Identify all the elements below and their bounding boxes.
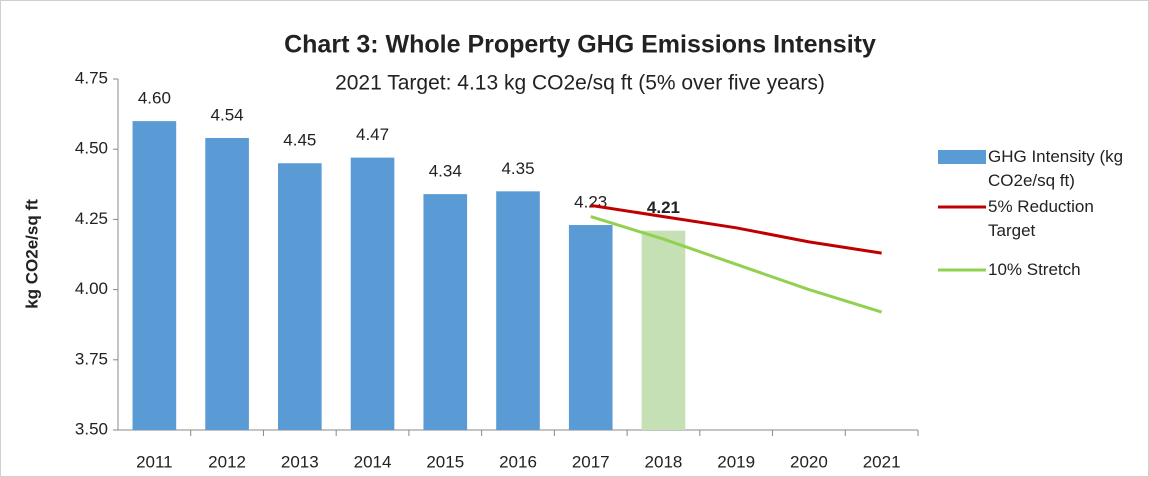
x-tick-label: 2015 xyxy=(426,452,464,471)
x-tick-label: 2019 xyxy=(717,452,755,471)
data-label: 4.34 xyxy=(429,162,462,181)
legend-swatch xyxy=(938,150,986,164)
data-label: 4.54 xyxy=(211,105,244,124)
bar xyxy=(423,194,468,430)
y-tick-label: 3.50 xyxy=(75,419,108,438)
x-tick-label: 2020 xyxy=(790,452,828,471)
bar xyxy=(350,157,395,430)
y-tick-label: 4.00 xyxy=(75,279,108,298)
x-tick-label: 2021 xyxy=(863,452,901,471)
y-tick-label: 4.25 xyxy=(75,209,108,228)
data-label: 4.35 xyxy=(501,159,534,178)
chart-title: Chart 3: Whole Property GHG Emissions In… xyxy=(284,31,876,59)
data-label: 4.21 xyxy=(647,198,680,217)
line xyxy=(590,215,883,314)
chart-subtitle: 2021 Target: 4.13 kg CO2e/sq ft (5% over… xyxy=(335,72,825,95)
x-tick-label: 2014 xyxy=(354,452,392,471)
x-tick-label: 2013 xyxy=(281,452,319,471)
data-label: 4.47 xyxy=(356,125,389,144)
bar xyxy=(568,225,613,430)
x-tick-label: 2011 xyxy=(136,452,173,471)
bar xyxy=(132,121,177,431)
x-tick-label: 2012 xyxy=(208,452,246,471)
data-label: 4.60 xyxy=(138,89,171,108)
line xyxy=(590,203,882,255)
x-tick-label: 2018 xyxy=(645,452,683,471)
bar xyxy=(278,163,322,431)
legend-label: 5% Reduction Target xyxy=(988,197,1094,240)
bar xyxy=(496,191,540,430)
y-tick-label: 4.50 xyxy=(75,139,108,158)
y-tick-label: 4.75 xyxy=(75,68,108,87)
y-axis-label: kg CO2e/sq ft xyxy=(22,199,41,309)
data-label: 4.45 xyxy=(283,131,316,150)
legend-label: 10% Stretch xyxy=(988,260,1081,279)
bar xyxy=(641,230,686,430)
x-tick-label: 2016 xyxy=(499,452,537,471)
x-tick-label: 2017 xyxy=(572,452,610,471)
legend-label: GHG Intensity (kg CO2e/sq ft) xyxy=(988,147,1124,190)
bar xyxy=(205,137,249,430)
y-tick-label: 3.75 xyxy=(75,349,108,368)
